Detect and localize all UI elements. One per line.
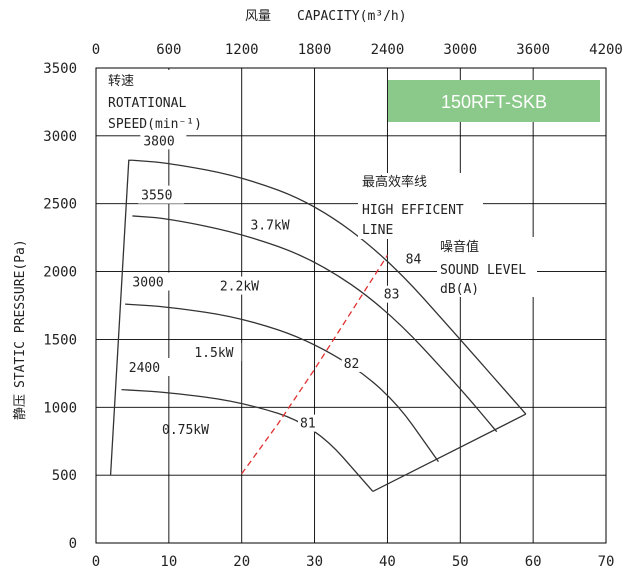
sound-label-bg <box>341 354 362 372</box>
sound-label-bg <box>403 250 424 268</box>
top-axis-tick-label: 2400 <box>371 42 405 58</box>
plot-frame <box>95 67 607 544</box>
sound-label-bg <box>381 285 402 303</box>
bottom-axis-tick-label: 10 <box>160 554 177 570</box>
bottom-axis-tick-label: 40 <box>379 554 396 570</box>
top-axis-tick-label: 1200 <box>225 42 259 58</box>
y-axis-tick-label: 3000 <box>43 129 77 145</box>
bottom-axis-tick-label: 60 <box>525 554 542 570</box>
model-badge-text: 150RFT-SKB <box>441 92 547 112</box>
y-axis-tick-label: 1000 <box>43 400 77 416</box>
end-envelope-line <box>372 413 527 493</box>
y-axis-tick-label: 1500 <box>43 332 77 348</box>
top-axis-tick-label: 1800 <box>298 42 332 58</box>
bottom-axis-tick-label: 70 <box>598 554 615 570</box>
y-axis-tick-label: 2500 <box>43 197 77 213</box>
speed-label-bg <box>140 131 187 150</box>
sound-level-label-83: 83 <box>384 288 400 303</box>
sound-level-label-82: 82 <box>344 357 360 372</box>
efficiency-label-cn: 最高效率线 <box>362 174 427 190</box>
y-axis-label-cn: 静压 <box>13 394 28 420</box>
top-axis-tick-label: 600 <box>156 42 181 58</box>
speed-label-3550: 3550 <box>141 189 172 204</box>
bottom-axis-tick-label: 30 <box>306 554 323 570</box>
power-label-bg <box>191 343 242 362</box>
power-label-2.2kW: 2.2kW <box>220 280 259 295</box>
high-efficiency-line <box>241 254 388 475</box>
sound-label-bg <box>298 414 318 432</box>
top-axis-tick-label: 0 <box>92 42 100 58</box>
speed-header-line2: SPEED(min⁻¹) <box>108 117 202 132</box>
sound-level-label-line2: dB(A) <box>440 282 479 297</box>
top-axis-label: CAPACITY(m³/h) <box>297 9 407 24</box>
y-axis-tick-label: 2000 <box>43 265 77 281</box>
model-badge <box>388 80 600 122</box>
fan-curve-2400 <box>121 388 374 492</box>
fan-curve-3000 <box>125 303 439 462</box>
sound-level-label-84: 84 <box>406 252 422 267</box>
bottom-axis-tick-label: 20 <box>233 554 250 570</box>
sound-level-label-line1: SOUND LEVEL <box>440 263 526 278</box>
bottom-axis-tick-label: 50 <box>452 554 469 570</box>
power-label-1.5kW: 1.5kW <box>194 346 233 361</box>
speed-label-2400: 2400 <box>129 361 160 376</box>
bottom-axis-tick-label: 0 <box>92 554 100 570</box>
sound-level-label-cn: 噪音值 <box>440 239 479 255</box>
power-label-bg <box>247 215 298 234</box>
speed-label-bg <box>125 358 172 376</box>
speed-header-line1: ROTATIONAL <box>108 96 186 111</box>
speed-label-bg <box>138 185 185 204</box>
power-label-3.7kW: 3.7kW <box>250 219 289 234</box>
y-axis-tick-label: 3500 <box>43 61 77 77</box>
top-axis-tick-label: 4200 <box>589 42 623 58</box>
speed-header-cn: 转速 <box>108 74 134 89</box>
y-axis-tick-label: 0 <box>69 536 77 552</box>
speed-label-3800: 3800 <box>143 134 174 149</box>
top-axis-label-cn: 风量 <box>245 9 271 24</box>
surge-envelope-line <box>109 159 133 476</box>
efficiency-label-line2: LINE <box>362 223 393 238</box>
efficiency-label-line1: HIGH EFFICENT <box>362 203 464 218</box>
speed-label-bg <box>129 272 176 291</box>
power-label-0.75kw: 0.75kW <box>162 423 209 438</box>
fan-curve-3550 <box>132 215 498 433</box>
top-axis-tick-label: 3000 <box>443 42 477 58</box>
power-label-bg <box>216 276 267 295</box>
y-axis-label: STATIC PRESSURE(Pa) <box>13 239 28 388</box>
top-axis-tick-label: 3600 <box>516 42 550 58</box>
fan-curve-3800 <box>132 159 527 415</box>
speed-label-3000: 3000 <box>132 276 163 291</box>
sound-level-label-81: 81 <box>300 417 316 432</box>
y-axis-tick-label: 500 <box>52 468 77 484</box>
